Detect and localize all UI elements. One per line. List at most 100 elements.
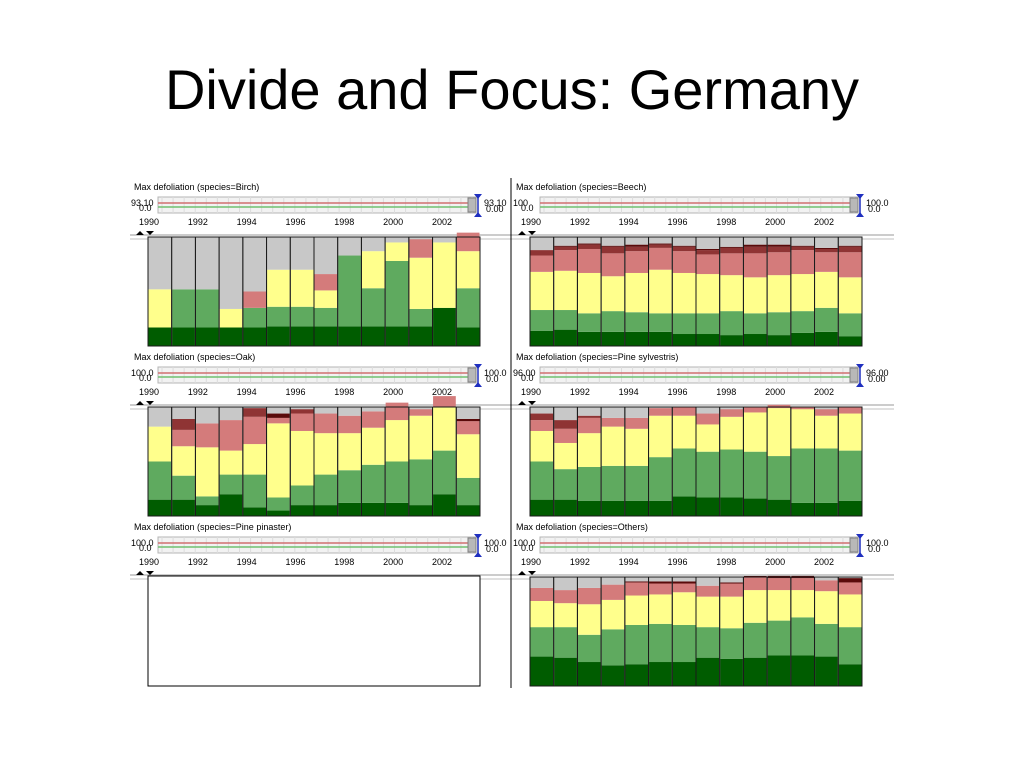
bar-segment-gray: [815, 407, 838, 410]
slider-right-readout: 100.0: [484, 368, 507, 378]
bar-segment-yellow: [219, 308, 243, 328]
slider-thumb[interactable]: [467, 367, 477, 383]
collapse-arrow-icon[interactable]: [518, 571, 526, 575]
bar-segment-gray: [815, 577, 838, 581]
bar-segment-mid-green: [791, 617, 815, 656]
chart-title: Max defoliation (species=Others): [516, 522, 648, 532]
bar-segment-pink: [243, 416, 267, 445]
bar-segment-gray: [720, 237, 743, 247]
bar-segment-yellow: [314, 433, 338, 475]
bar-segment-yellow: [530, 430, 554, 462]
bar-segment-yellow: [601, 276, 625, 312]
slider-handle-bottom-icon[interactable]: [474, 382, 482, 387]
bar-segment-dark-green: [649, 662, 672, 686]
slider-handle-bottom-icon[interactable]: [856, 552, 864, 557]
bar-segment-yellow: [815, 271, 838, 308]
chart-title: Max defoliation (species=Pine pinaster): [134, 522, 291, 532]
bar-segment-dark-green: [743, 657, 767, 686]
bar-segment-dark-red: [767, 246, 791, 253]
bar-segment-dark-green: [672, 334, 696, 346]
bar-segment-yellow: [243, 444, 267, 475]
slider-handle-bottom-icon[interactable]: [474, 212, 482, 217]
bar-segment-pink: [601, 253, 625, 277]
slider-thumb[interactable]: [467, 537, 477, 553]
bar-segment-dark-green: [767, 499, 791, 516]
slider-right-sub: 0.0: [486, 544, 499, 554]
slider-handle-bottom-icon[interactable]: [856, 212, 864, 217]
bar-segment-yellow: [649, 594, 672, 624]
bar-outline: [837, 406, 863, 517]
bar-segment-dark-red: [672, 246, 696, 252]
x-tick-label: 1996: [285, 387, 305, 397]
x-tick-label: 1992: [188, 557, 208, 567]
bar-segment-maroon: [672, 581, 696, 584]
bar-segment-dark-green: [530, 330, 554, 346]
bar-segment-pink: [456, 421, 480, 435]
bar-segment-gray: [791, 237, 815, 246]
collapse-arrow-icon[interactable]: [518, 401, 526, 405]
bar-segment-pink: [649, 247, 672, 270]
bar-segment-mid-green: [720, 449, 743, 498]
bar-segment-mid-green: [554, 469, 577, 500]
bar-segment-gray: [385, 237, 409, 243]
slider-thumb[interactable]: [849, 537, 859, 553]
bar-segment-dark-green: [385, 502, 409, 516]
bar-segment-pink: [649, 408, 672, 416]
x-tick-label: 2000: [383, 387, 403, 397]
bar-segment-mid-green: [530, 310, 554, 331]
x-tick-label: 2002: [814, 217, 834, 227]
bar-segment-pink: [314, 274, 338, 291]
slider-thumb[interactable]: [849, 367, 859, 383]
collapse-arrow-icon[interactable]: [136, 401, 144, 405]
expand-arrow-icon[interactable]: [146, 231, 154, 235]
bar-segment-pink: [720, 583, 743, 597]
bar-segment-pink: [815, 580, 838, 592]
collapse-arrow-icon[interactable]: [518, 231, 526, 235]
expand-arrow-icon[interactable]: [528, 571, 536, 575]
bar-segment-mid-green: [385, 461, 409, 503]
bar-segment-mid-green: [649, 623, 672, 663]
bar-segment-gray: [338, 407, 361, 416]
bar-segment-gray: [530, 237, 554, 251]
bar-segment-pink: [672, 407, 696, 416]
bar-segment-mid-green: [172, 475, 195, 500]
bar-segment-pink: [767, 252, 791, 276]
bar-segment-gray: [148, 407, 172, 427]
expand-arrow-icon[interactable]: [146, 401, 154, 405]
expand-arrow-icon[interactable]: [528, 231, 536, 235]
chart-title: Max defoliation (species=Beech): [516, 182, 646, 192]
bar-segment-dark-green: [195, 505, 219, 516]
bar-segment-mid-green: [433, 450, 456, 495]
bar-segment-dark-red: [530, 413, 554, 421]
bar-segment-pink: [743, 407, 767, 413]
bar-segment-pink: [791, 250, 815, 275]
bar-segment-yellow: [696, 596, 720, 628]
bar-segment-pink: [767, 578, 791, 591]
bar-segment-pink: [554, 590, 577, 604]
bar-segment-mid-green: [361, 288, 385, 327]
slider-handle-bottom-icon[interactable]: [856, 382, 864, 387]
bar-segment-dark-red: [625, 246, 649, 252]
expand-arrow-icon[interactable]: [146, 571, 154, 575]
x-tick-label: 2002: [432, 217, 452, 227]
bar-segment-pink: [530, 587, 554, 601]
bar-segment-pink: [554, 250, 577, 271]
slider-left-sub: 0.0: [521, 203, 534, 213]
bar-segment-dark-green: [649, 500, 672, 516]
bar-segment-yellow: [195, 447, 219, 497]
bar-segment-yellow: [791, 590, 815, 618]
slider-thumb[interactable]: [467, 197, 477, 213]
bar-segment-maroon: [743, 244, 767, 247]
bar-segment-dark-green: [767, 655, 791, 686]
collapse-arrow-icon[interactable]: [136, 231, 144, 235]
expand-arrow-icon[interactable]: [528, 401, 536, 405]
bar-segment-mid-green: [243, 474, 267, 508]
slider-handle-bottom-icon[interactable]: [474, 552, 482, 557]
bar-segment-gray: [743, 574, 767, 576]
bar-segment-dark-green: [696, 497, 720, 516]
slider-thumb[interactable]: [849, 197, 859, 213]
bar-segment-yellow: [385, 242, 409, 261]
slider-left-readout: 93.10: [131, 198, 154, 208]
collapse-arrow-icon[interactable]: [136, 571, 144, 575]
slider-right-sub: 0.0: [868, 204, 881, 214]
